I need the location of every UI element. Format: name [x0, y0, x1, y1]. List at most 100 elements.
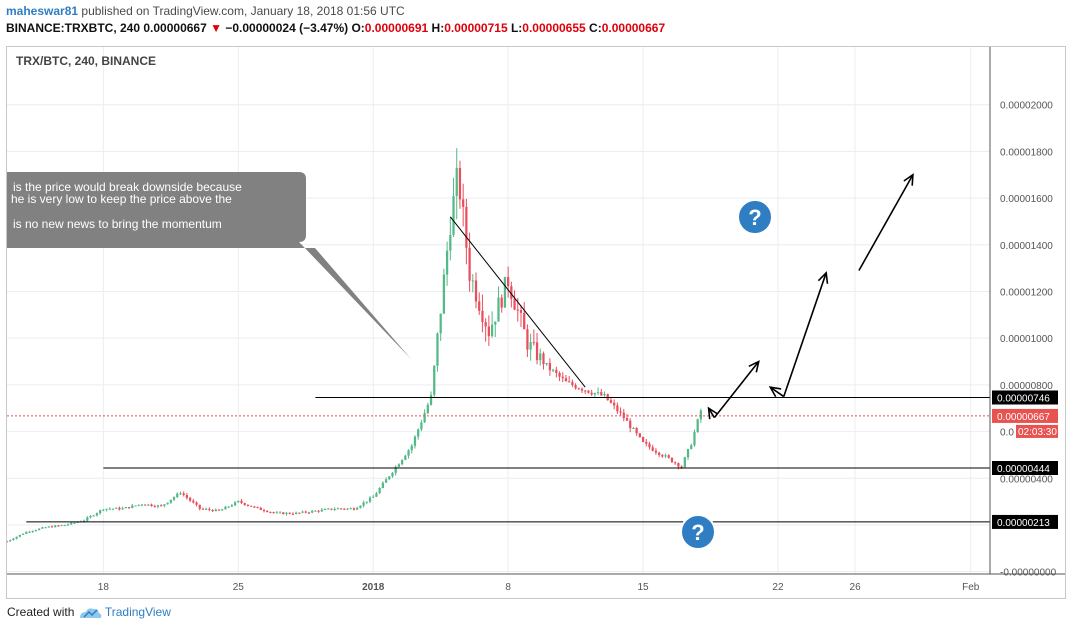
candle-body [156, 505, 160, 507]
candle-body [497, 297, 500, 322]
candle-body [66, 524, 70, 526]
candle-body [629, 420, 632, 429]
candle-body [503, 277, 507, 308]
candle-body [253, 506, 256, 508]
candle-body [121, 508, 124, 510]
candle-body [211, 509, 214, 512]
candle-body [436, 333, 439, 366]
candle-body [452, 196, 455, 235]
callout-shape [7, 172, 411, 359]
candle-body [60, 525, 63, 527]
candle-body [105, 508, 108, 510]
candle-body [294, 512, 298, 514]
candle-body [317, 510, 320, 512]
x-tick-label: 22 [772, 582, 784, 593]
candle-body [333, 508, 336, 510]
symbol-line: BINANCE:TRXBTC, 240 0.00000667 ▼ −0.0000… [6, 20, 665, 36]
candle-body [539, 353, 542, 361]
candle-body [635, 428, 638, 434]
candle-body [651, 447, 654, 451]
candle-body [667, 455, 670, 458]
created-with-text: Created with [7, 605, 75, 619]
price-chart[interactable]: 0.00000746 0.00000444 0.00000213 0.00000667… [7, 47, 1065, 598]
arrow-head-icon [768, 386, 782, 398]
chart-header: maheswar81 published on TradingView.com,… [6, 3, 1066, 41]
candle-body [349, 508, 352, 510]
candle-body [584, 390, 587, 392]
candle-body [690, 445, 693, 450]
candle-body [616, 405, 619, 412]
candle-body [471, 280, 474, 282]
candle-body [445, 250, 449, 275]
candle-body [50, 526, 54, 528]
candle-body [18, 534, 21, 537]
current-price-badge [992, 408, 1058, 423]
candle-body [89, 515, 92, 518]
y-tick-label: 0.00000400 [1000, 474, 1053, 485]
candle-body [160, 505, 163, 507]
candle-body [230, 505, 233, 507]
y-tick-label: 0.00001400 [1000, 241, 1053, 252]
question-mark-text: ? [691, 520, 704, 545]
candle-body [500, 297, 503, 308]
candle-body [600, 392, 603, 396]
x-tick-label: Feb [962, 582, 980, 593]
callout-bubble: is the price would break downside becaus… [7, 172, 411, 359]
candle-body [131, 505, 134, 509]
ohlc-open-value: 0.00000691 [364, 21, 429, 35]
footer: Created with TradingView [7, 605, 171, 623]
arrow-head-icon [707, 406, 719, 420]
candle-body [221, 509, 224, 511]
candle-body [153, 506, 156, 508]
candle-body [124, 507, 127, 509]
y-tick-label: 0.00001600 [1000, 194, 1053, 205]
candle-body [587, 390, 590, 393]
candle-body [323, 509, 327, 511]
candle-body [99, 510, 102, 514]
candle-body [638, 433, 641, 438]
candle-body [307, 512, 311, 514]
published-text: published on TradingView.com, January 18… [81, 4, 405, 18]
candle-body [227, 506, 230, 508]
candle-body [462, 199, 465, 207]
candle-body [21, 533, 25, 535]
candle-body [625, 418, 629, 421]
candle-body [381, 482, 384, 489]
candle-body [217, 509, 221, 511]
candle-body [288, 512, 291, 514]
question-mark-text: ? [748, 205, 761, 230]
y-tick-label: 0.00000800 [1000, 381, 1053, 392]
candle-body [144, 504, 147, 506]
candle-body [609, 400, 613, 403]
candle-body [359, 505, 362, 508]
candle-body [677, 463, 680, 467]
down-arrow-icon: ▼ [210, 21, 222, 35]
arrow-head-icon [817, 271, 829, 284]
candle-body [224, 506, 227, 510]
candle-body [433, 365, 436, 395]
candle-body [269, 511, 272, 513]
candle-body [507, 277, 510, 287]
candle-body [487, 326, 490, 337]
candle-body [28, 531, 31, 533]
chart-area[interactable]: 0.00000746 0.00000444 0.00000213 0.00000667… [6, 46, 1066, 599]
y-tick-label: 0.00001200 [1000, 287, 1053, 298]
candle-body [169, 499, 172, 503]
candle-body [654, 450, 658, 453]
candle-body [54, 525, 57, 528]
x-tick-label: 8 [505, 582, 511, 593]
candle-body [172, 497, 176, 500]
candle-body [31, 530, 34, 532]
ohlc-close-label: C: [589, 21, 602, 35]
candle-body [478, 301, 481, 311]
candle-body [127, 507, 131, 509]
candle-body [532, 342, 535, 344]
candle-body [481, 310, 484, 323]
candle-body [632, 428, 635, 430]
author-link[interactable]: maheswar81 [6, 4, 79, 18]
candle-body [195, 502, 198, 505]
tradingview-brand-link[interactable]: TradingView [104, 605, 171, 619]
candle-body [513, 298, 516, 310]
candle-body [179, 493, 182, 495]
candle-body [9, 540, 12, 542]
